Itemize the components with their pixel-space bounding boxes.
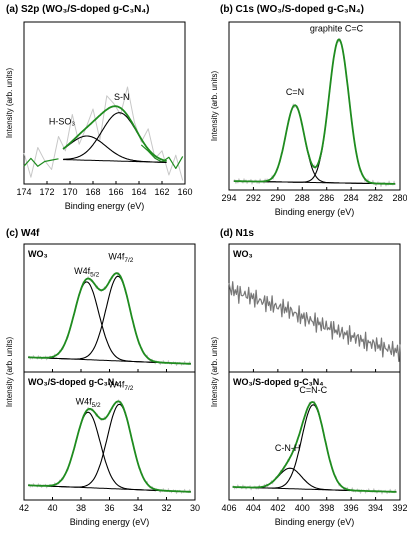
raw-data-d-top: [228, 281, 401, 362]
peak-label-a-1: S-N: [114, 92, 130, 102]
subplot-label-c-bottom: WO₃/S-doped g-C₃N₄: [28, 377, 119, 387]
x-tick-label-a: 168: [85, 187, 100, 197]
x-tick-label-b: 294: [221, 193, 236, 203]
component-peak-c-top-1: [28, 275, 191, 365]
component-peak-d-bottom-0: [232, 467, 397, 493]
y-axis-label-d: Intensity (arb. units): [210, 337, 219, 408]
plot-frame-b: [228, 21, 401, 191]
x-tick-label-d-bottom: 404: [246, 503, 261, 513]
peak-label-c-bottom-1: W4f7/2: [108, 379, 133, 392]
subplot-label-d-bottom: WO₃/S-doped g-C₃N₄: [233, 377, 324, 387]
background-line-a: [63, 159, 167, 163]
x-tick-label-a: 160: [177, 187, 192, 197]
x-tick-label-b: 280: [392, 193, 407, 203]
x-tick-label-d-bottom: 396: [344, 503, 359, 513]
raw-data-d-bottom: [232, 400, 397, 495]
raw-data-c-top: [28, 272, 192, 366]
x-tick-label-a: 174: [16, 187, 31, 197]
fit-envelope-d-bottom: [232, 401, 397, 493]
component-peak-d-bottom-1: [232, 404, 397, 493]
x-tick-label-d-bottom: 398: [319, 503, 334, 513]
plot-frame-a: [23, 21, 186, 185]
chart-title-a: (a) S2p (WO₃/S-doped g-C₃N₄): [6, 4, 149, 15]
peak-label-b-1: graphite C=C: [310, 24, 364, 34]
x-axis-label-b: Binding energy (eV): [275, 207, 355, 217]
x-tick-label-b: 288: [295, 193, 310, 203]
x-tick-label-a: 170: [62, 187, 77, 197]
x-tick-label-d-bottom: 400: [295, 503, 310, 513]
x-tick-label-c-bottom: 30: [190, 503, 200, 513]
subplot-label-d-top: WO₃: [233, 249, 253, 259]
y-axis-label-b: Intensity (arb. units): [210, 71, 219, 142]
plot-frame-c-top: [23, 243, 196, 373]
y-axis-label-a: Intensity (arb. units): [5, 68, 14, 139]
y-axis-label-c: Intensity (arb. units): [5, 337, 14, 408]
raw-data-a: [23, 86, 184, 181]
fit-envelope-b: [233, 38, 396, 185]
component-peak-c-bottom-1: [28, 403, 191, 493]
x-tick-label-b: 282: [368, 193, 383, 203]
x-tick-label-a: 172: [39, 187, 54, 197]
chart-title-d: (d) N1s: [220, 228, 254, 239]
peak-label-d-bottom-1: C=N-C: [299, 385, 327, 395]
x-tick-label-d-bottom: 394: [368, 503, 383, 513]
x-axis-label-c-bottom: Binding energy (eV): [70, 517, 150, 527]
component-peak-b-0: [233, 104, 396, 185]
x-tick-label-c-bottom: 42: [19, 503, 29, 513]
x-axis-label-a: Binding energy (eV): [65, 201, 145, 211]
x-tick-label-a: 162: [154, 187, 169, 197]
raw-data-b: [233, 37, 396, 188]
peak-label-a-0: H-SO₃: [49, 116, 76, 126]
x-tick-label-b: 286: [319, 193, 334, 203]
subplot-label-c-top: WO₃: [28, 249, 48, 259]
peak-label-b-0: C=N: [286, 87, 304, 97]
peak-label-c-bottom-0: W4f5/2: [76, 397, 101, 410]
fit-envelope-a: [62, 105, 167, 162]
x-tick-label-b: 284: [344, 193, 359, 203]
chart-title-c: (c) W4f: [6, 228, 40, 239]
noisy-data-left-a: [23, 157, 59, 167]
plot-frame-c-bottom: [23, 371, 196, 501]
x-tick-label-a: 164: [131, 187, 146, 197]
x-tick-label-a: 166: [108, 187, 123, 197]
peak-label-d-bottom-0: C-N-H: [275, 443, 301, 453]
x-tick-label-c-bottom: 36: [104, 503, 114, 513]
peak-label-c-top-0: W4f5/2: [74, 266, 99, 279]
fit-envelope-c-bottom: [28, 400, 191, 493]
x-tick-label-b: 292: [246, 193, 261, 203]
x-tick-label-c-bottom: 38: [76, 503, 86, 513]
x-tick-label-d-bottom: 406: [221, 503, 236, 513]
x-tick-label-c-bottom: 32: [161, 503, 171, 513]
x-tick-label-d-bottom: 392: [392, 503, 407, 513]
plot-frame-d-bottom: [228, 371, 401, 501]
x-axis-label-d-bottom: Binding energy (eV): [275, 517, 355, 527]
x-tick-label-c-bottom: 34: [133, 503, 143, 513]
component-peak-b-1: [233, 38, 396, 185]
x-tick-label-d-bottom: 402: [270, 503, 285, 513]
x-tick-label-c-bottom: 40: [47, 503, 57, 513]
x-tick-label-b: 290: [270, 193, 285, 203]
fit-envelope-c-top: [28, 272, 191, 365]
plot-frame-d-top: [228, 243, 401, 373]
component-peak-c-bottom-0: [28, 411, 191, 493]
peak-label-c-top-1: W4f7/2: [108, 251, 133, 264]
chart-title-b: (b) C1s (WO₃/S-doped g-C₃N₄): [220, 4, 364, 15]
